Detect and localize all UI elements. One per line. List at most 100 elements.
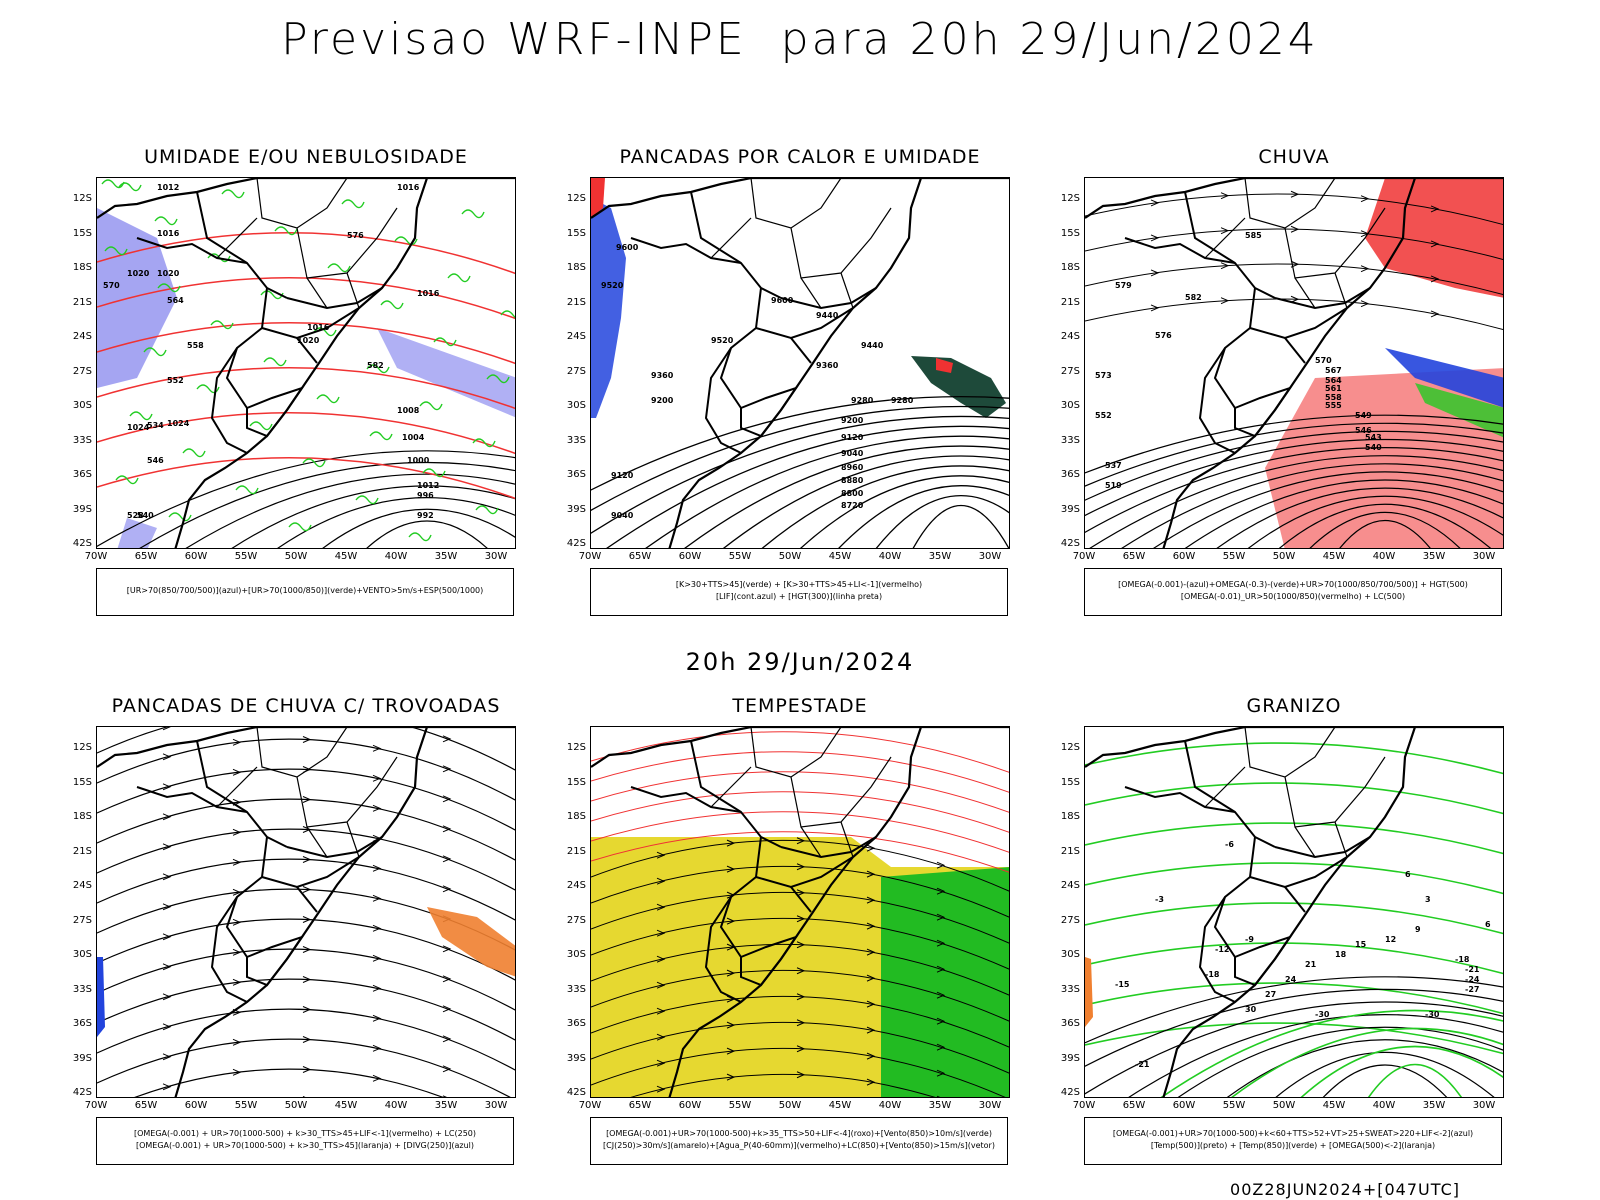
lon-tick-label: 50W <box>284 551 308 562</box>
contour-label: 1004 <box>402 433 425 442</box>
contour-label: 1020 <box>157 269 180 278</box>
lat-tick-label: 24S <box>566 880 586 891</box>
lat-tick-label: 30S <box>1060 949 1080 960</box>
legend-line: [OMEGA(-0.001) + UR>70(1000-500) + k>30_… <box>135 1141 475 1150</box>
lon-tick-label: 70W <box>1072 551 1096 562</box>
lon-tick-label: 65W <box>1122 1100 1146 1111</box>
contour-label: 555 <box>1325 401 1342 410</box>
lat-tick-label: 12S <box>566 193 586 204</box>
contour-label: 9 <box>1415 925 1421 934</box>
contour-label: 1012 <box>417 481 439 490</box>
lat-tick-label: 36S <box>72 1018 92 1029</box>
lon-tick-label: 50W <box>778 551 802 562</box>
contour-label: 9200 <box>651 396 674 405</box>
lat-tick-label: 24S <box>1060 880 1080 891</box>
contour-label: 1020 <box>297 336 320 345</box>
contour-label: -27 <box>1465 985 1479 994</box>
lat-tick-label: 33S <box>72 434 92 446</box>
contour-label: 582 <box>1185 293 1202 302</box>
contour-label: 1020 <box>127 269 150 278</box>
map-svg: 63-3-6-9-12-15-18-21-24-27-3069121518212… <box>1085 727 1503 1097</box>
lat-tick-label: 33S <box>1060 434 1080 446</box>
legend-line: [LIF](cont.azul) + [HGT(300)](linha pret… <box>715 592 883 601</box>
contour-label: 9440 <box>816 311 839 320</box>
contour-label: 30 <box>1245 1005 1257 1014</box>
map-5 <box>590 726 1010 1098</box>
contour-label: 6 <box>1485 920 1491 929</box>
map-svg: 1012 1016 1016 1020 1020 1024 1024 1020 1016 1016… <box>97 178 515 548</box>
lon-tick-label: 65W <box>1122 551 1146 562</box>
lon-tick-label: 45W <box>1322 1100 1346 1111</box>
lon-tick-label: 30W <box>978 1100 1002 1111</box>
legend-line: [K>30+TTS>45](verde) + [K>30+TTS>45+LI<-… <box>675 580 923 589</box>
lat-tick-label: 30S <box>1060 400 1080 411</box>
contour-label: 15 <box>1355 940 1367 949</box>
lon-tick-label: 40W <box>878 551 902 562</box>
lon-tick-label: 65W <box>134 1100 158 1111</box>
lon-tick-label: 70W <box>578 551 602 562</box>
contour-label: 18 <box>1335 950 1347 959</box>
legend-line: [UR>70(850/700/500)](azul)+[UR>70(1000/8… <box>126 586 484 595</box>
legend-box: [K>30+TTS>45](verde) + [K>30+TTS>45+LI<-… <box>590 568 1008 616</box>
lat-tick-label: 42S <box>72 1087 92 1098</box>
lon-tick-label: 50W <box>1272 1100 1296 1111</box>
lon-tick-label: 55W <box>728 551 752 562</box>
lat-tick-label: 39S <box>1060 503 1080 515</box>
lon-tick-label: 45W <box>828 551 852 562</box>
map-2: 9600 9520 9600 9520 9440 9440 9360 9360 9280 9280… <box>590 177 1010 549</box>
contour-label: -3 <box>1155 895 1164 904</box>
legend-line: [OMEGA(-0.001) + UR>70(1000-500) + k>30_… <box>133 1129 477 1138</box>
lat-tick-label: 39S <box>72 503 92 515</box>
contour-label: 573 <box>1095 371 1112 380</box>
lat-tick-label: 15S <box>566 227 586 239</box>
contour-label: 9120 <box>841 433 864 442</box>
contour-label: 9520 <box>711 336 734 345</box>
contour-label: 567 <box>1325 366 1342 375</box>
contour-label: 570 <box>1315 356 1332 365</box>
contour-label: 582 <box>367 361 384 370</box>
lon-tick-label: 60W <box>678 551 702 562</box>
lat-tick-label: 21S <box>72 845 92 857</box>
lon-tick-label: 35W <box>434 1100 458 1111</box>
contour-label: 9600 <box>616 243 639 252</box>
lat-tick-label: 24S <box>1060 331 1080 342</box>
contour-label: 576 <box>1155 331 1172 340</box>
contour-label: -15 <box>1115 980 1130 989</box>
lon-tick-label: 70W <box>84 1100 108 1111</box>
lat-tick-label: 18S <box>566 811 586 822</box>
contour-label: 1012 <box>157 183 179 192</box>
lon-tick-label: 70W <box>84 551 108 562</box>
legend-box: [OMEGA(-0.001) + UR>70(1000-500) + k>30_… <box>96 1117 514 1165</box>
lat-tick-label: 18S <box>72 262 92 273</box>
panel-title: TEMPESTADE <box>732 695 868 717</box>
lat-tick-label: 39S <box>566 1052 586 1064</box>
map-6: 6 3 -3 -6 -9 -12 -15 -18 -21 -24 -27 -30 6 9 12 15 18 21 2… <box>1084 726 1504 1098</box>
lon-tick-label: 35W <box>928 551 952 562</box>
lat-tick-label: 21S <box>72 296 92 308</box>
lon-tick-label: 60W <box>184 1100 208 1111</box>
lon-tick-label: 60W <box>184 551 208 562</box>
lon-tick-label: 35W <box>1422 551 1446 562</box>
lon-tick-label: 45W <box>334 1100 358 1111</box>
lon-tick-label: 70W <box>1072 1100 1096 1111</box>
contour-label: -24 <box>1465 975 1480 984</box>
contour-label: 549 <box>1355 411 1372 420</box>
forecast-date-label: 20h 29/Jun/2024 <box>685 648 915 676</box>
lat-tick-label: 18S <box>1060 262 1080 273</box>
contour-label: 9520 <box>601 281 624 290</box>
lon-tick-label: 55W <box>728 1100 752 1111</box>
lon-tick-label: 35W <box>434 551 458 562</box>
map-svg <box>97 727 515 1097</box>
contour-label: 1008 <box>397 406 420 415</box>
lat-tick-label: 15S <box>566 776 586 788</box>
lon-tick-label: 30W <box>1472 551 1496 562</box>
contour-label: -6 <box>1225 840 1234 849</box>
lat-tick-label: 42S <box>566 538 586 549</box>
contour-label: 8720 <box>841 501 864 510</box>
lat-tick-label: 27S <box>72 914 92 926</box>
lat-tick-label: 18S <box>566 262 586 273</box>
lat-tick-label: 36S <box>1060 1018 1080 1029</box>
lon-tick-label: 65W <box>134 551 158 562</box>
lat-tick-label: 39S <box>566 503 586 515</box>
